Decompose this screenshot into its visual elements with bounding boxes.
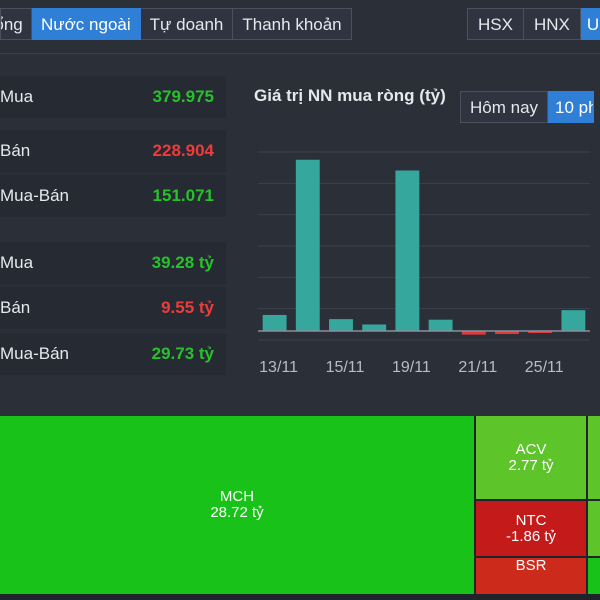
volume-sell-row: Bán 228.904 (0, 130, 226, 172)
volume-buy-label: Mua (0, 87, 34, 106)
treemap-cell-bsr[interactable]: BSR (476, 558, 586, 594)
chart-bar-18-11[interactable] (362, 324, 387, 332)
chart-tick-label: 25/11 (525, 359, 564, 376)
treemap-ticker: MCH (219, 488, 255, 505)
chart-bar-20-11[interactable] (428, 319, 453, 332)
value-buy-value: 39.28 tỷ (151, 253, 214, 272)
value-buy-label: Mua (0, 253, 34, 272)
exchange-tabs: HSX HNX UPCOM (467, 8, 600, 40)
chart-title: Giá trị NN mua ròng (tỷ) (254, 86, 446, 105)
tab-foreign[interactable]: Nước ngoài (32, 8, 141, 40)
chart-bar-26-11[interactable] (561, 310, 586, 332)
volume-sell-label: Bán (0, 141, 31, 160)
value-net-label: Mua-Bán (0, 344, 69, 363)
treemap-cell-partial-1[interactable] (588, 416, 600, 499)
range-today-button[interactable]: Hôm nay (460, 91, 549, 123)
chart-tick-label: 19/11 (392, 359, 431, 376)
exchange-upcom-button[interactable]: UPCOM (580, 8, 600, 40)
treemap-cell-mch[interactable]: MCH 28.72 tỷ (0, 416, 474, 594)
treemap-cell-partial-3[interactable] (588, 558, 600, 594)
treemap-ticker: NTC (515, 511, 547, 529)
tab-total[interactable]: Tổng (0, 8, 32, 40)
range-10-sessions-button[interactable]: 10 phiên (548, 91, 595, 123)
chart-bar-25-11[interactable] (528, 331, 553, 334)
net-buy-chart: 13/11 15/11 19/11 21/11 25/11 (258, 151, 590, 376)
treemap-cell-acv[interactable]: ACV 2.77 tỷ (476, 416, 586, 499)
chart-bar-21-11[interactable] (461, 331, 486, 335)
treemap-cell-ntc[interactable]: NTC -1.86 tỷ (476, 501, 586, 556)
chart-bar-14-11[interactable] (295, 159, 320, 332)
tab-proprietary[interactable]: Tự doanh (140, 8, 234, 40)
top-bar: Tổng Nước ngoài Tự doanh Thanh khoản HSX… (0, 0, 600, 54)
volume-buy-value: 379.975 (152, 87, 214, 106)
chart-tick-label: 21/11 (458, 359, 497, 376)
volume-net-row: Mua-Bán 151.071 (0, 175, 226, 217)
chart-tick-label: 13/11 (259, 359, 298, 376)
chart-bar-22-11[interactable] (495, 331, 519, 335)
value-sell-value: 9.55 tỷ (161, 298, 214, 317)
volume-net-label: Mua-Bán (0, 186, 69, 205)
chart-tick-label: 15/11 (326, 359, 365, 376)
volume-sell-value: 228.904 (152, 141, 214, 160)
treemap-value: -1.86 tỷ (505, 527, 557, 545)
value-sell-label: Bán (0, 298, 31, 317)
treemap-cell-partial-2[interactable] (588, 501, 600, 556)
exchange-hsx-button[interactable]: HSX (467, 8, 524, 40)
category-tabs: Tổng Nước ngoài Tự doanh Thanh khoản (0, 8, 352, 40)
treemap-value: 28.72 tỷ (210, 504, 264, 521)
exchange-hnx-button[interactable]: HNX (523, 8, 581, 40)
treemap: MCH 28.72 tỷ ACV 2.77 tỷ NTC -1.86 tỷ BS… (0, 416, 600, 600)
chart-bar-13-11[interactable] (262, 314, 287, 332)
value-buy-row: Mua 39.28 tỷ (0, 242, 226, 284)
value-net-value: 29.73 tỷ (151, 344, 214, 363)
treemap-value: 2.77 tỷ (508, 456, 554, 474)
value-net-row: Mua-Bán 29.73 tỷ (0, 333, 226, 375)
volume-buy-row: Mua 379.975 (0, 76, 226, 118)
volume-net-value: 151.071 (152, 186, 214, 205)
treemap-ticker: ACV (515, 440, 547, 458)
chart-bar-15-11[interactable] (329, 319, 353, 332)
chart-bar-19-11[interactable] (395, 170, 420, 332)
value-sell-row: Bán 9.55 tỷ (0, 287, 226, 329)
range-buttons: Hôm nay 10 phiên (460, 91, 595, 123)
tab-liquidity[interactable]: Thanh khoản (233, 8, 352, 40)
treemap-ticker: BSR (515, 557, 547, 574)
